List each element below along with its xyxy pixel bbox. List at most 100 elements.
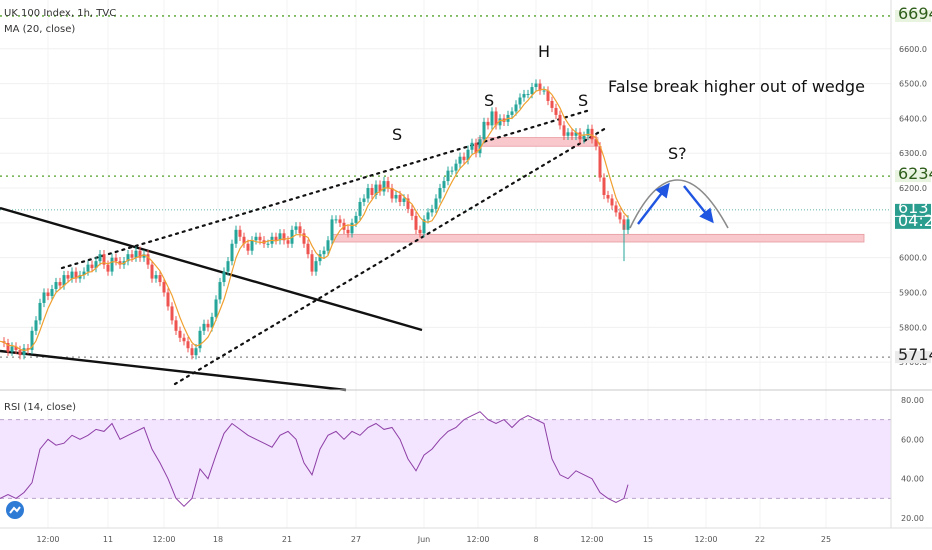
- candle-body: [318, 254, 322, 262]
- time-tick-label: 12:00: [466, 535, 489, 544]
- support-zone: [331, 233, 865, 243]
- candle-body: [82, 271, 86, 276]
- candle-body: [602, 177, 606, 195]
- candle-body: [254, 236, 258, 241]
- candle-body: [42, 292, 46, 303]
- candle-body: [362, 198, 366, 202]
- rsi-axis-ticks: 20.00 40.00 60.00 80.00: [901, 396, 924, 523]
- wedge-lower-dotted-line: [173, 126, 608, 386]
- candle-body: [94, 261, 98, 269]
- candle-body: [438, 188, 442, 199]
- badge-text: 6137.3: [898, 198, 932, 217]
- candle-body: [586, 128, 590, 136]
- candle-body: [510, 111, 514, 115]
- candle-body: [566, 132, 570, 136]
- time-tick-label: 25: [821, 535, 831, 544]
- candle-body: [250, 240, 254, 251]
- candle-body: [206, 323, 210, 328]
- falling-wedge-upper-line: [0, 206, 423, 332]
- candle-body: [558, 114, 562, 126]
- candle-body: [6, 342, 10, 352]
- candle-body: [378, 184, 382, 192]
- candle-body: [446, 170, 450, 182]
- candle-body: [54, 282, 58, 290]
- tradingview-logo-icon[interactable]: [6, 501, 24, 519]
- badge-bg: [895, 351, 931, 364]
- candle-body: [414, 215, 418, 230]
- price-tick-label: 5900.0: [899, 289, 927, 298]
- price-tick-label: 6300.0: [899, 149, 927, 158]
- candle-body: [166, 292, 170, 307]
- candle-body: [198, 330, 202, 349]
- candle-body: [258, 236, 262, 241]
- projection-up-arrow: [637, 182, 670, 225]
- annotation-left-shoulder: S: [392, 125, 402, 144]
- price-badges: 6694.1 6234.2 6137.304:28 5714.4: [895, 4, 932, 364]
- candle-body: [582, 135, 586, 140]
- candle-body: [246, 243, 250, 251]
- candle-body: [458, 156, 462, 164]
- candle-body: [242, 236, 246, 244]
- candle-body: [530, 87, 534, 95]
- rsi-tick-label: 20.00: [901, 514, 924, 523]
- candle-body: [126, 254, 130, 262]
- candle-body: [370, 188, 374, 195]
- candle-body: [490, 111, 494, 126]
- time-tick-label: 27: [351, 535, 361, 544]
- ma-line: [0, 88, 629, 351]
- candle-body: [218, 282, 222, 300]
- time-tick-label: 18: [213, 535, 223, 544]
- time-axis-ticks: 12:00 11 12:00 18 21 27 Jun 12:00 8 12:00 15 12:00 2…: [36, 535, 831, 544]
- candle-body: [146, 254, 150, 265]
- candle-body: [230, 243, 234, 262]
- candle-body: [550, 100, 554, 108]
- candle-body: [330, 219, 334, 241]
- candle-body: [50, 289, 54, 296]
- candle-body: [454, 163, 458, 171]
- candle-body: [190, 348, 194, 356]
- candle-body: [406, 198, 410, 209]
- candle-body: [554, 107, 558, 115]
- candle-body: [154, 275, 158, 279]
- candle-body: [522, 94, 526, 98]
- candle-body: [138, 250, 142, 258]
- price-badge-5714: 5714.4: [895, 345, 932, 364]
- candle-body: [74, 271, 78, 279]
- candle-body: [426, 212, 430, 220]
- ma-legend: MA (20, close): [4, 24, 76, 35]
- price-tick-label: 6500.0: [899, 80, 927, 89]
- candle-body: [542, 90, 546, 92]
- candle-body: [470, 142, 474, 150]
- candle-body: [358, 201, 362, 216]
- candle-body: [134, 250, 138, 258]
- badge-text: 04:28: [898, 211, 932, 230]
- candle-body: [590, 128, 594, 140]
- badge-bg: [895, 203, 931, 216]
- candle-body: [562, 125, 566, 136]
- candle-body: [58, 282, 62, 286]
- annotation-head: H: [538, 42, 550, 61]
- candle-body: [30, 330, 34, 350]
- candle-body: [34, 320, 38, 331]
- time-tick-label: 12:00: [36, 535, 59, 544]
- candle-body: [186, 341, 190, 349]
- time-tick-label: 12:00: [152, 535, 175, 544]
- price-tick-label: 6600.0: [899, 45, 927, 54]
- candle-body: [374, 184, 378, 195]
- candle-body: [314, 261, 318, 272]
- candle-body: [274, 236, 278, 241]
- candle-body: [150, 264, 154, 279]
- candle-body: [202, 323, 206, 331]
- time-tick-label: 15: [643, 535, 653, 544]
- time-tick-label: 12:00: [580, 535, 603, 544]
- candle-body: [266, 243, 270, 245]
- price-tick-label: 5800.0: [899, 323, 927, 332]
- candle-body: [194, 348, 198, 356]
- candle-body: [382, 181, 386, 192]
- time-tick-label: 12:00: [694, 535, 717, 544]
- candle-body: [418, 229, 422, 234]
- candle-body: [62, 275, 66, 286]
- candle-body: [390, 188, 394, 199]
- candle-body: [478, 139, 482, 154]
